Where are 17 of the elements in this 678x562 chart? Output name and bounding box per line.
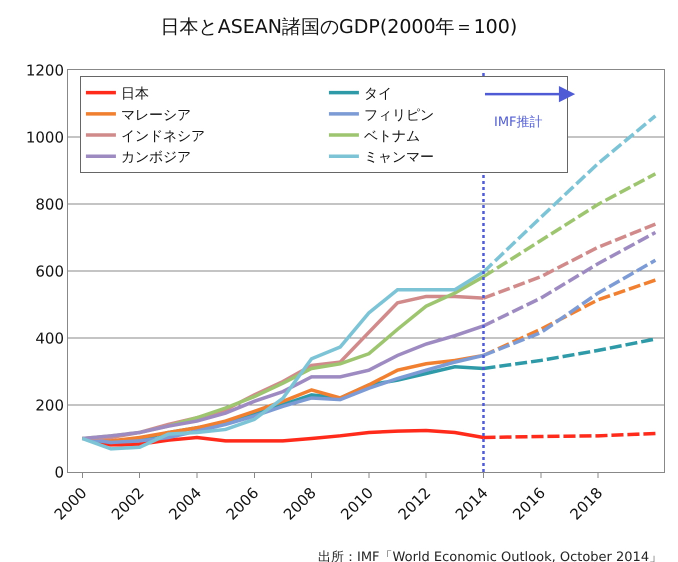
y-tick-label: 200 — [35, 396, 64, 414]
chart-title: 日本とASEAN諸国のGDP(2000年＝100) — [160, 16, 518, 38]
y-tick-label: 800 — [35, 195, 64, 214]
y-tick-label: 0 — [54, 463, 64, 482]
legend-label: フィリピン — [364, 107, 434, 124]
legend-label: タイ — [364, 86, 392, 102]
legend-label: カンボジア — [120, 150, 191, 166]
legend-label: ミャンマー — [364, 150, 434, 166]
y-tick-label: 600 — [35, 262, 64, 280]
legend-label: マレーシア — [120, 107, 191, 124]
ref-line-label: IMF推計 — [494, 115, 543, 130]
legend-label: ベトナム — [364, 128, 420, 144]
y-tick-label: 1200 — [26, 61, 64, 80]
legend-label: 日本 — [120, 86, 149, 102]
y-tick-label: 400 — [35, 329, 64, 348]
legend-label: インドネシア — [120, 128, 205, 144]
y-tick-label: 1000 — [26, 128, 64, 146]
